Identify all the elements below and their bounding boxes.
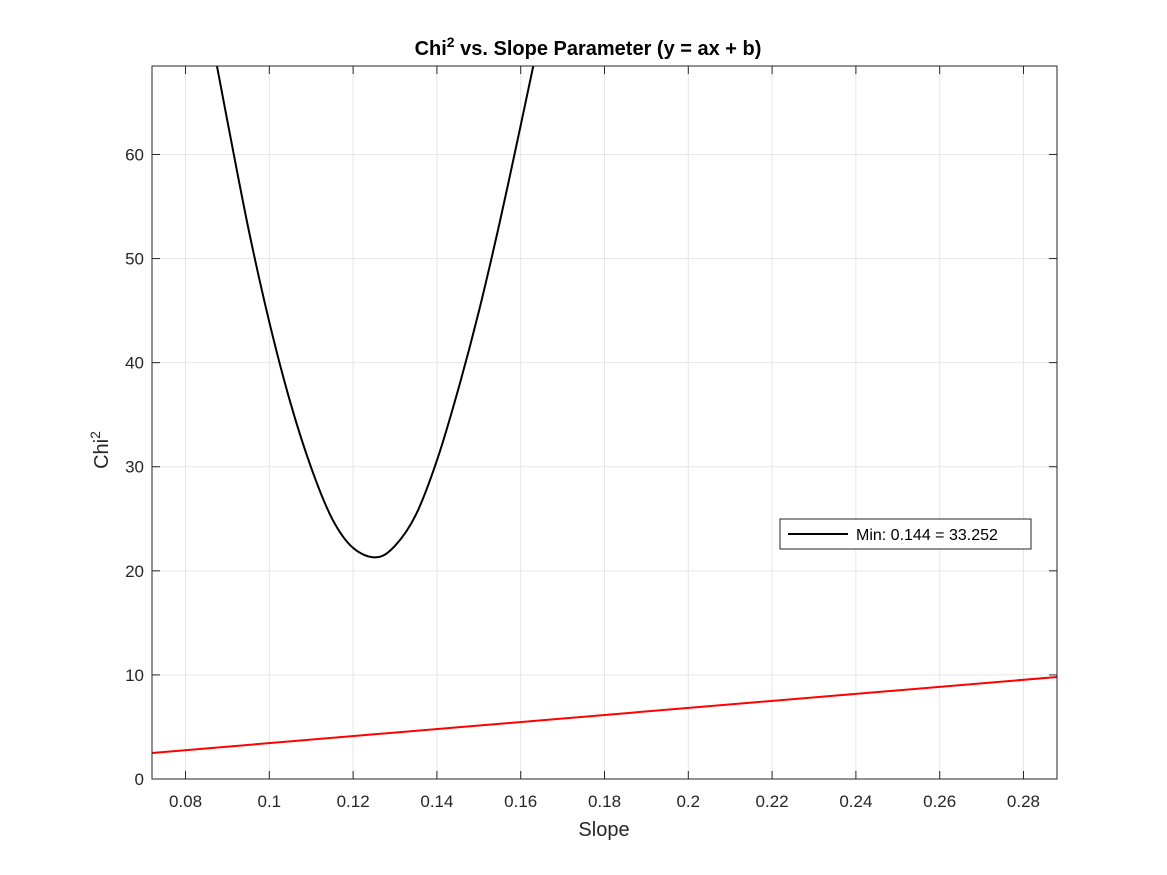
ticks bbox=[152, 66, 1057, 780]
x-tick-label: 0.26 bbox=[923, 792, 956, 811]
x-tick-label: 0.14 bbox=[420, 792, 453, 811]
series-red-line bbox=[152, 675, 1057, 754]
x-tick-label: 0.08 bbox=[169, 792, 202, 811]
y-tick-label: 20 bbox=[125, 562, 144, 581]
chart-title-superscript: 2 bbox=[447, 34, 455, 50]
y-tick-label: 40 bbox=[125, 354, 144, 373]
legend: Min: 0.144 = 33.252 bbox=[779, 518, 1032, 550]
x-tick-label: 0.16 bbox=[504, 792, 537, 811]
y-tick-label: 50 bbox=[125, 250, 144, 269]
chart-title-main: Chi bbox=[415, 38, 447, 60]
x-tick-label: 0.18 bbox=[588, 792, 621, 811]
y-axis-label-superscript: 2 bbox=[87, 431, 103, 439]
chart-title-rest: vs. Slope Parameter (y = ax + b) bbox=[455, 38, 762, 60]
y-tick-label: 60 bbox=[125, 145, 144, 164]
y-tick-label: 30 bbox=[125, 458, 144, 477]
x-tick-label: 0.1 bbox=[257, 792, 281, 811]
y-tick-label: 0 bbox=[135, 770, 144, 789]
y-tick-label: 10 bbox=[125, 666, 144, 685]
x-tick-label: 0.22 bbox=[756, 792, 789, 811]
y-axis-label-main: Chi bbox=[91, 439, 113, 469]
x-tick-label: 0.24 bbox=[839, 792, 872, 811]
x-tick-label: 0.28 bbox=[1007, 792, 1040, 811]
legend-entry-label: Min: 0.144 = 33.252 bbox=[856, 527, 998, 544]
y-axis-label: Chi2 bbox=[87, 431, 113, 469]
plot-lines bbox=[152, 66, 1057, 754]
chart-title: Chi2 vs. Slope Parameter (y = ax + b) bbox=[415, 34, 762, 60]
x-axis-label: Slope bbox=[578, 819, 629, 841]
series-chi2-curve bbox=[215, 66, 535, 559]
legend-box bbox=[779, 518, 1032, 550]
x-tick-label: 0.12 bbox=[337, 792, 370, 811]
tick-labels: 0.08 0.1 0.12 0.14 0.16 0.18 0.2 0.22 0.24 0.26 0.… bbox=[125, 145, 1040, 811]
x-tick-label: 0.2 bbox=[676, 792, 700, 811]
